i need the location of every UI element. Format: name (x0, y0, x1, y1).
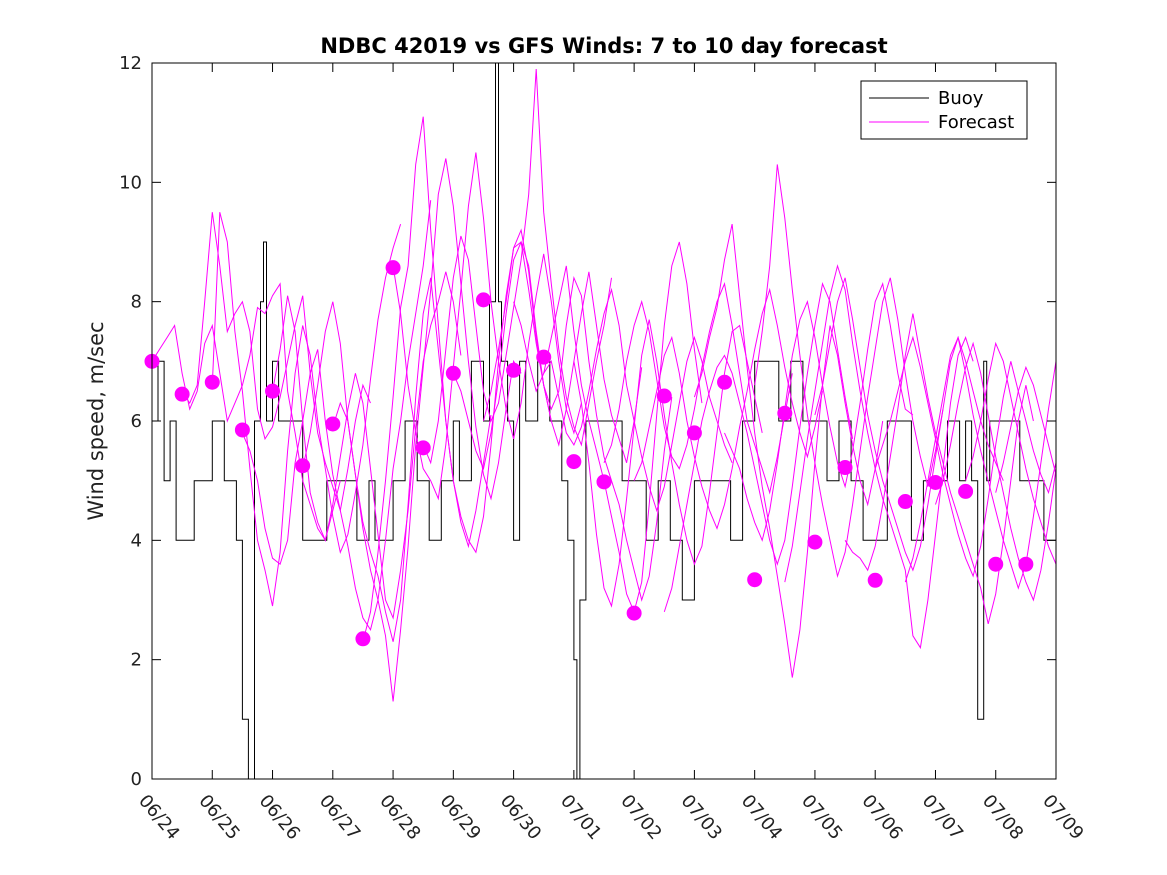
forecast-series-line-15 (573, 319, 763, 608)
forecast-start-marker (656, 388, 672, 404)
forecast-start-marker (686, 425, 702, 441)
forecast-start-marker (837, 460, 853, 476)
forecast-start-marker (325, 416, 341, 432)
y-tick-label: 8 (131, 292, 142, 313)
y-tick-label: 10 (119, 172, 142, 193)
legend: Buoy Forecast (860, 80, 1028, 140)
forecast-series-line-18 (663, 282, 854, 613)
forecast-start-marker (626, 605, 642, 621)
forecast-series-line-20 (724, 282, 914, 542)
forecast-series-line-21 (754, 164, 944, 579)
forecast-series-line-25 (874, 335, 1056, 578)
forecast-series-line-19 (693, 223, 884, 678)
forecast-start-marker (596, 474, 612, 490)
forecast-start-marker (717, 374, 733, 390)
forecast-start-marker (265, 383, 281, 399)
forecast-series-line-29 (995, 365, 1056, 493)
forecast-series-line-26 (904, 335, 1056, 590)
chart-title: NDBC 42019 vs GFS Winds: 7 to 10 day for… (320, 34, 887, 58)
forecast-start-marker (355, 631, 371, 647)
forecast-start-marker (927, 474, 943, 490)
forecast-start-marker (1018, 556, 1034, 572)
forecast-series-line-6 (302, 277, 492, 642)
forecast-start-marker (807, 534, 823, 550)
forecast-start-marker (988, 556, 1004, 572)
forecast-start-marker (747, 572, 763, 588)
forecast-start-marker (867, 572, 883, 588)
forecast-start-marker (536, 349, 552, 365)
forecast-start-marker (385, 260, 401, 276)
legend-entry-buoy: Buoy (938, 88, 984, 109)
forecast-start-marker (174, 386, 190, 402)
forecast-start-marker (234, 422, 250, 438)
forecast-start-marker (445, 365, 461, 381)
forecast-series-line-28 (965, 341, 1056, 566)
forecast-series-line-14 (543, 287, 733, 513)
forecast-series-line-12 (483, 241, 673, 602)
y-tick-label: 12 (119, 53, 142, 74)
forecast-start-marker (566, 454, 582, 470)
forecast-markers-layer (144, 260, 1034, 647)
y-axis: 0 2 4 6 8 10 12 (119, 53, 1056, 790)
legend-box (860, 80, 1028, 140)
forecast-series-line-27 (935, 341, 1056, 602)
y-tick-label: 4 (131, 530, 142, 551)
forecast-series-line-23 (814, 277, 1004, 572)
forecast-series-line-10 (422, 68, 612, 465)
forecast-series-line-1 (152, 282, 341, 542)
forecast-start-marker (295, 458, 311, 474)
forecast-series-line-5 (272, 271, 462, 620)
forecast-start-marker (897, 494, 913, 510)
forecast-series-line-17 (633, 287, 823, 530)
y-tick-label: 0 (131, 769, 142, 790)
buoy-series-line (152, 63, 1056, 779)
forecast-series-line-24 (844, 313, 1034, 625)
forecast-start-marker (506, 362, 522, 378)
forecast-start-marker (475, 292, 491, 308)
forecast-series-line-16 (603, 282, 793, 495)
series-layer (152, 63, 1056, 779)
y-tick-label: 6 (131, 411, 142, 432)
forecast-series-line-11 (452, 240, 643, 471)
forecast-start-marker (777, 405, 793, 421)
forecast-start-marker (415, 440, 431, 456)
forecast-series-line-3 (211, 212, 402, 607)
legend-entry-forecast: Forecast (938, 112, 1014, 133)
forecast-series-line-7 (332, 158, 522, 702)
forecast-start-marker (958, 483, 974, 499)
forecast-series-line-4 (241, 200, 432, 632)
forecast-series-line-13 (513, 241, 703, 614)
forecast-series-line-8 (362, 116, 552, 642)
y-tick-label: 2 (131, 650, 142, 671)
forecast-series-line-9 (392, 152, 582, 501)
y-axis-label: Wind speed, m/sec (84, 321, 108, 520)
forecast-start-marker (204, 374, 220, 390)
